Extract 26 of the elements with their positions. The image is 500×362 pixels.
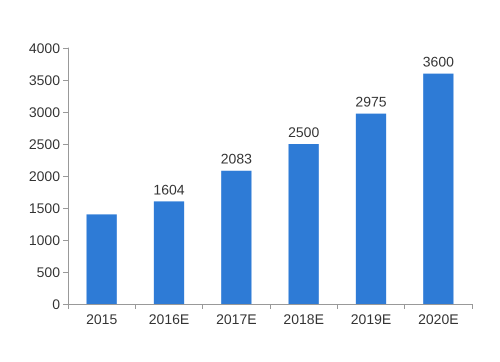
bar — [423, 74, 454, 304]
bar — [86, 214, 117, 304]
x-tick-label: 2018E — [283, 311, 324, 327]
y-tick-label: 4000 — [28, 40, 60, 56]
data-label: 1604 — [153, 181, 185, 198]
x-tick-label: 2020E — [418, 311, 459, 327]
bar — [288, 144, 319, 304]
x-tick-label: 2015 — [86, 311, 118, 327]
bar — [154, 201, 184, 304]
y-tick-label: 1500 — [28, 200, 60, 216]
bar — [221, 170, 252, 304]
y-tick-label: 1000 — [28, 232, 60, 248]
y-tick-label: 3000 — [28, 104, 60, 120]
y-tick-label: 0 — [52, 296, 60, 312]
y-tick-label: 500 — [36, 264, 60, 280]
y-tick-label: 3500 — [28, 72, 60, 88]
x-tick-label: 2019E — [350, 311, 392, 327]
bar — [356, 114, 386, 304]
y-tick-label: 2500 — [28, 136, 60, 152]
data-label: 2975 — [355, 94, 387, 110]
data-label: 2500 — [288, 124, 320, 140]
data-label: 2083 — [220, 150, 252, 167]
y-tick-label: 2000 — [28, 168, 60, 184]
x-tick-label: 2016E — [148, 311, 190, 327]
x-tick-label: 2017E — [216, 311, 257, 327]
data-label: 3600 — [422, 54, 454, 70]
